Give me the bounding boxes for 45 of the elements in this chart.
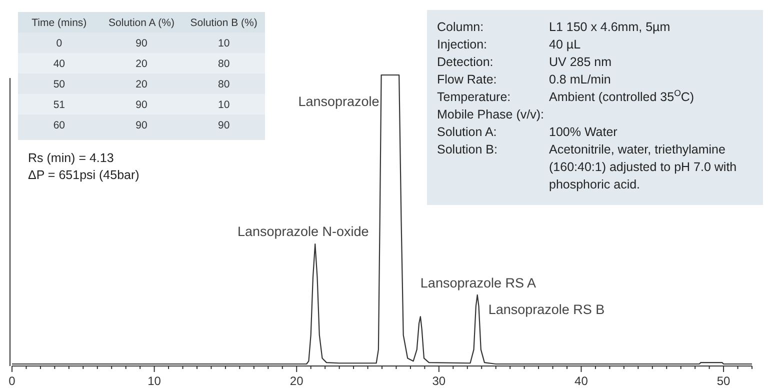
text: Solution B: — [437, 142, 498, 156]
text: 80 — [218, 58, 230, 70]
annotation: Rs (min) = 4.13 — [28, 151, 114, 165]
text: 0.8 mL/min — [549, 72, 611, 86]
text: Detection: — [437, 55, 494, 69]
x-tick-label: 40 — [574, 374, 588, 388]
text: 0 — [56, 38, 62, 50]
category-label: Solution A (%) — [108, 17, 174, 29]
text: 90 — [136, 38, 148, 50]
annotation: Lansoprazole N-oxide — [237, 224, 369, 240]
text: 20 — [136, 78, 148, 90]
text: Flow Rate: — [437, 72, 497, 86]
text: 40 — [53, 58, 66, 70]
text: Acetonitrile, water, triethylamine (160:40:1) adjusted to pH 7.0 with phosphoric acid. — [549, 142, 737, 192]
text: 10 — [218, 99, 230, 111]
text: 60 — [53, 120, 66, 132]
text: 50 — [53, 78, 66, 90]
annotation: Lansoprazole RS B — [488, 302, 605, 317]
text: Solution A: — [437, 125, 497, 139]
text: 90 — [218, 120, 230, 132]
x-tick-label: 30 — [432, 374, 446, 388]
annotation: ΔP = 651psi (45bar) — [28, 168, 140, 182]
text: Injection: — [437, 38, 488, 52]
text: 20 — [136, 58, 148, 70]
annotation: Lansoprazole RS A — [420, 276, 536, 291]
annotation: Lansoprazole — [298, 94, 380, 109]
text: 80 — [218, 78, 230, 90]
text: Ambient (controlled 35$^{O}$C) — [549, 88, 694, 104]
text: L1 150 x 4.6mm, 5µm — [549, 20, 670, 34]
text: 90 — [136, 120, 148, 132]
x-tick-label: 20 — [290, 374, 304, 388]
category-label: Time (mins) — [32, 17, 87, 29]
text: Mobile Phase (v/v): — [437, 108, 544, 122]
text: Column: — [437, 20, 484, 34]
x-tick-label: 10 — [148, 374, 162, 388]
x-tick-label: 50 — [716, 374, 731, 388]
text: 40 µL — [549, 38, 581, 52]
text: UV 285 nm — [549, 55, 612, 69]
text: 90 — [136, 99, 148, 111]
text: 100% Water — [549, 125, 618, 139]
category-label: Solution B (%) — [190, 17, 258, 29]
text: 51 — [53, 99, 66, 111]
x-tick-label: 0 — [8, 374, 16, 388]
text: 10 — [218, 38, 230, 50]
text: Temperature: — [437, 90, 511, 104]
